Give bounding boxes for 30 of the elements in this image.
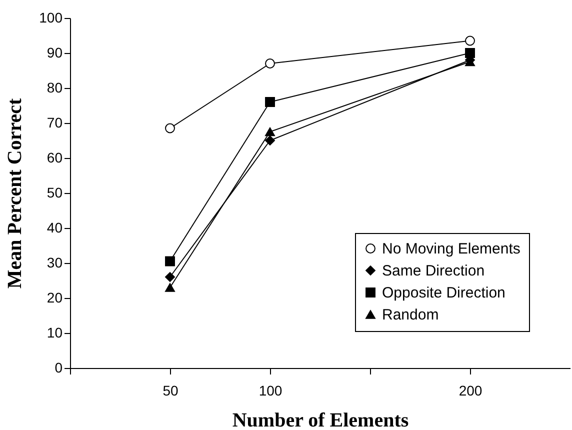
y-tick-label: 100 xyxy=(39,10,63,26)
y-tick-label: 20 xyxy=(46,290,63,306)
point xyxy=(165,272,175,282)
point xyxy=(265,127,275,136)
y-tick-label: 0 xyxy=(54,360,63,376)
legend-label: Random xyxy=(382,306,439,324)
y-tick-label: 10 xyxy=(46,324,63,340)
x-tick-label: 50 xyxy=(162,382,178,398)
y-tick-label: 50 xyxy=(46,184,63,200)
y-tick-label: 30 xyxy=(46,254,63,270)
x-tick-label: 200 xyxy=(458,382,482,398)
legend-label: No Moving Elements xyxy=(382,240,520,258)
legend-label: Same Direction xyxy=(382,262,485,280)
y-tick-label: 80 xyxy=(46,80,63,96)
point xyxy=(165,123,175,134)
point xyxy=(265,58,275,68)
x-tick-label: 100 xyxy=(258,382,282,398)
y-tick-label: 40 xyxy=(46,220,63,236)
y-tick-label: 90 xyxy=(46,44,63,60)
y-tick-label: 70 xyxy=(46,114,63,130)
point xyxy=(465,48,475,58)
x-axis-title: Number of Elements xyxy=(232,410,409,430)
y-tick-label: 60 xyxy=(46,150,63,166)
point xyxy=(265,136,275,146)
point xyxy=(165,256,175,266)
legend-label: Opposite Direction xyxy=(382,284,506,302)
point xyxy=(465,36,475,46)
point xyxy=(165,283,175,292)
y-axis-title: Mean Percent Correct xyxy=(4,98,26,289)
point xyxy=(265,97,275,107)
